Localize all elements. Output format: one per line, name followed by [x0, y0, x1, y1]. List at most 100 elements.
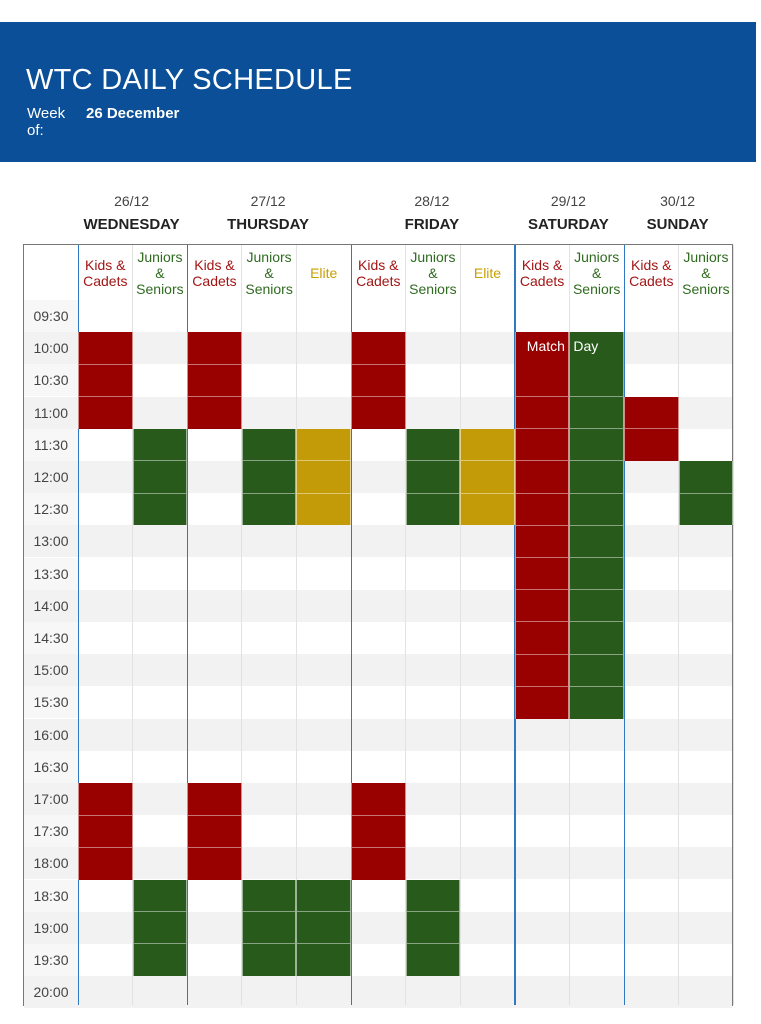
slot-divider [515, 460, 569, 462]
day-name: SUNDAY [646, 216, 709, 233]
slot-divider [297, 492, 350, 494]
session-block-kids-cadets[interactable] [351, 783, 406, 880]
slot-divider [242, 492, 296, 494]
column-divider [241, 245, 243, 1005]
day-name: WEDNESDAY [83, 216, 180, 233]
slot-divider [515, 589, 569, 591]
session-block-juniors-seniors[interactable] [132, 879, 188, 977]
day-date: 27/12 [250, 193, 286, 209]
day-heading-saturday: 29/12 SATURDAY [514, 193, 623, 233]
session-block-juniors-seniors[interactable] [241, 879, 297, 977]
session-block-elite[interactable] [296, 428, 351, 526]
slot-divider [515, 653, 569, 655]
group-header-kids-cadets: Kids & Cadets [192, 257, 237, 289]
session-block-kids-cadets[interactable] [624, 396, 679, 461]
time-label: 17:30 [24, 815, 78, 848]
slot-divider [570, 557, 623, 559]
match-day-label: Match [526, 338, 565, 355]
slot-divider [515, 685, 569, 687]
day-divider [623, 245, 625, 1005]
day-divider [186, 245, 189, 1005]
session-block-juniors-seniors[interactable] [405, 879, 461, 977]
slot-divider [242, 911, 296, 913]
slot-divider [679, 492, 733, 494]
slot-divider [570, 396, 623, 398]
session-block-kids-cadets[interactable] [514, 364, 570, 719]
day-heading-wednesday: 26/12 WEDNESDAY [77, 193, 186, 233]
slot-divider [570, 492, 623, 494]
slot-divider [570, 589, 623, 591]
session-block-juniors-seniors[interactable] [569, 364, 624, 719]
day-heading-thursday: 27/12 THURSDAY [186, 193, 350, 233]
schedule-grid: 09:30 10:00 10:30 11:00 11:30 12:00 12:30 13:00… [23, 244, 734, 1009]
time-label: 18:00 [24, 847, 78, 880]
slot-divider [133, 492, 187, 494]
day-name: FRIDAY [404, 216, 460, 233]
time-label: 11:00 [24, 396, 78, 429]
slot-divider [297, 911, 350, 913]
slot-divider [352, 846, 405, 848]
time-label: 16:30 [24, 750, 78, 783]
time-label: 10:30 [24, 364, 78, 397]
group-header-kids-cadets: Kids & Cadets [356, 257, 401, 289]
week-value: 26 December [86, 105, 180, 122]
slot-divider [352, 396, 405, 398]
slot-divider [515, 492, 569, 494]
session-block-kids-cadets[interactable] [78, 783, 133, 880]
slot-divider [188, 396, 241, 398]
group-header-kids-cadets: Kids & Cadets [629, 257, 674, 289]
slot-divider [570, 621, 623, 623]
day-date: 28/12 [414, 193, 450, 209]
day-divider [350, 245, 352, 1005]
time-label: 13:30 [24, 557, 78, 590]
time-label: 11:30 [24, 428, 78, 461]
slot-divider [406, 943, 460, 945]
time-label: 14:30 [24, 622, 78, 654]
session-block-juniors-seniors[interactable] [678, 461, 734, 526]
slot-divider [461, 492, 514, 494]
slot-divider [461, 460, 514, 462]
group-header-juniors-seniors: Juniors & Seniors [245, 249, 293, 297]
slot-divider [352, 363, 405, 365]
match-day-block[interactable]: Match [514, 332, 570, 365]
slot-divider [570, 524, 623, 526]
day-heading-friday: 28/12 FRIDAY [350, 193, 514, 233]
slot-divider [79, 846, 132, 848]
time-label: 16:00 [24, 718, 78, 751]
slot-divider [79, 814, 132, 816]
column-divider [295, 245, 297, 1005]
slot-divider [515, 557, 569, 559]
day-divider [732, 245, 734, 1005]
session-block-elite[interactable] [296, 879, 351, 977]
slot-divider [133, 943, 187, 945]
slot-divider [406, 460, 460, 462]
match-day-block[interactable]: Day [569, 332, 624, 365]
time-label: 13:00 [24, 525, 78, 558]
session-block-kids-cadets[interactable] [187, 783, 242, 880]
session-block-kids-cadets[interactable] [187, 332, 242, 429]
day-name: THURSDAY [227, 216, 310, 233]
slot-divider [297, 460, 350, 462]
slot-divider [515, 621, 569, 623]
day-date: 29/12 [550, 193, 586, 209]
column-divider [459, 245, 461, 1005]
time-label: 20:00 [24, 976, 78, 1009]
slot-divider [625, 428, 678, 430]
day-heading-sunday: 30/12 SUNDAY [623, 193, 732, 233]
column-divider [405, 245, 407, 1005]
session-block-juniors-seniors[interactable] [405, 428, 461, 526]
session-block-kids-cadets[interactable] [78, 332, 133, 429]
group-header-juniors-seniors: Juniors & Seniors [136, 249, 184, 297]
slot-divider [406, 911, 460, 913]
session-block-elite[interactable] [460, 428, 515, 526]
slot-divider [570, 653, 623, 655]
group-header-elite: Elite [310, 265, 338, 281]
time-label: 12:00 [24, 461, 78, 493]
session-block-juniors-seniors[interactable] [132, 428, 188, 526]
session-block-juniors-seniors[interactable] [241, 428, 297, 526]
group-header-kids-cadets: Kids & Cadets [83, 257, 128, 289]
session-block-kids-cadets[interactable] [351, 332, 406, 429]
slot-divider [79, 396, 132, 398]
slot-divider [406, 492, 460, 494]
time-label: 17:00 [24, 783, 78, 815]
